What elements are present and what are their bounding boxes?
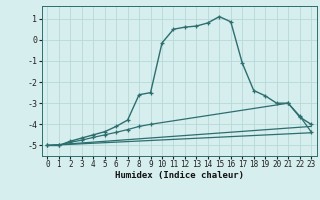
X-axis label: Humidex (Indice chaleur): Humidex (Indice chaleur) — [115, 171, 244, 180]
